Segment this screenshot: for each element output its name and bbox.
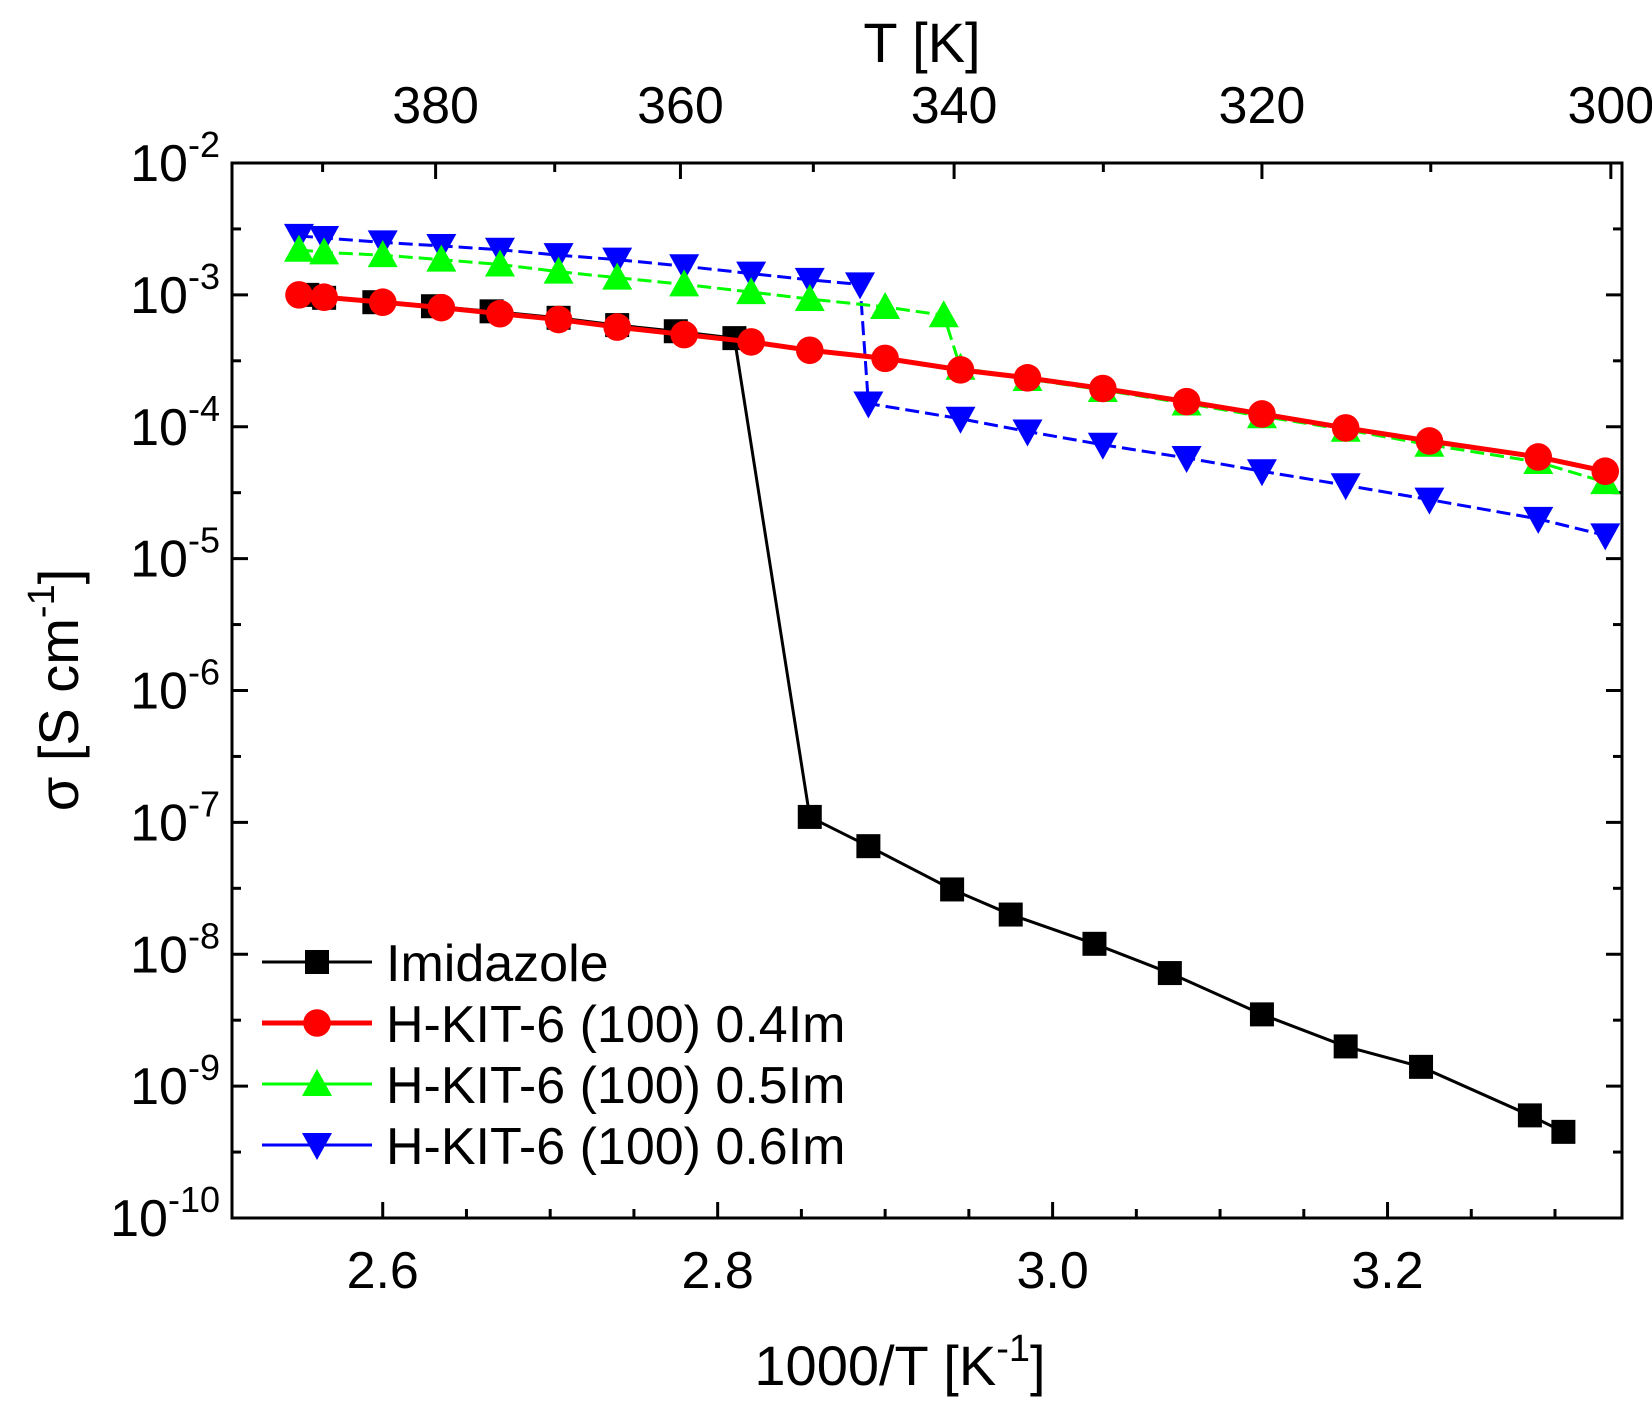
data-point — [1333, 1034, 1358, 1059]
data-point — [670, 320, 698, 349]
data-point — [870, 291, 901, 319]
data-point — [486, 299, 514, 328]
data-point — [367, 240, 398, 268]
legend-label: Imidazole — [386, 935, 609, 993]
data-point — [736, 261, 767, 289]
data-point — [853, 391, 884, 419]
data-point — [1171, 445, 1202, 473]
legend-label: H-KIT-6 (100) 0.6Im — [386, 1118, 845, 1176]
y-tick-label: 10-7 — [130, 783, 220, 852]
data-point — [856, 834, 881, 859]
x-tick-label: 2.6 — [347, 1242, 419, 1300]
data-point — [940, 877, 965, 902]
data-point — [426, 244, 457, 272]
top-tick-label: 300 — [1567, 77, 1652, 135]
x-tick-label: 3.0 — [1016, 1242, 1088, 1300]
legend-label: H-KIT-6 (100) 0.5Im — [386, 1057, 845, 1115]
data-point — [1591, 457, 1620, 486]
data-point — [1331, 414, 1360, 442]
data-point — [309, 237, 340, 265]
top-tick-label: 380 — [392, 77, 479, 135]
y-axis-title: σ [S cm-1] — [21, 569, 90, 812]
data-point — [427, 293, 456, 322]
data-point — [795, 336, 824, 365]
data-point — [871, 344, 899, 373]
legend-item: H-KIT-6 (100) 0.5Im — [262, 1057, 845, 1115]
y-tick-label: 10-8 — [130, 915, 220, 984]
data-point — [1082, 931, 1107, 956]
x-axis-title: 1000/T [K-1] — [754, 1328, 1045, 1397]
data-point — [1012, 419, 1043, 447]
series-1 — [285, 281, 1620, 486]
data-point — [368, 288, 397, 316]
data-point — [928, 300, 959, 328]
data-point — [737, 328, 765, 356]
data-point — [603, 313, 631, 341]
legend-marker — [305, 950, 329, 974]
y-tick-label: 10-10 — [110, 1179, 220, 1248]
data-point — [794, 284, 825, 312]
data-point — [484, 249, 515, 277]
data-point — [998, 902, 1023, 927]
data-point — [845, 272, 876, 300]
data-point — [1414, 487, 1445, 515]
data-point — [285, 281, 313, 309]
tick-layer: 2.6 2.8 3.0 3.2 380 360 340 320 300 10-2 10-3 10-4 1… — [110, 77, 1652, 1300]
data-point — [1517, 1103, 1542, 1128]
data-point — [283, 234, 314, 262]
data-point — [310, 283, 338, 312]
plot-frame — [230, 161, 1624, 1220]
data-point — [1246, 459, 1277, 487]
x-tick-label: 2.8 — [682, 1242, 754, 1300]
data-point — [797, 804, 822, 829]
legend-marker — [303, 1009, 331, 1037]
top-tick-label: 360 — [637, 77, 724, 135]
data-point — [1248, 400, 1276, 428]
top-axis-title: T [K] — [863, 11, 980, 74]
top-tick-label: 320 — [1219, 77, 1306, 135]
data-point — [1551, 1119, 1576, 1144]
legend-item: Imidazole — [262, 935, 609, 993]
data-point — [1172, 387, 1201, 416]
legend-item: H-KIT-6 (100) 0.6Im — [262, 1118, 845, 1176]
data-point — [669, 269, 700, 297]
y-tick-label: 10-2 — [130, 124, 220, 193]
data-point — [1013, 364, 1042, 392]
data-point — [543, 256, 574, 284]
data-point — [544, 305, 573, 334]
y-tick-label: 10-3 — [130, 256, 220, 325]
series-layer — [283, 223, 1621, 1144]
data-point — [1330, 473, 1361, 501]
legend-item: H-KIT-6 (100) 0.4Im — [262, 996, 845, 1054]
data-point — [1249, 1002, 1274, 1027]
legend-marker — [302, 1069, 332, 1096]
x-tick-label: 3.2 — [1351, 1242, 1423, 1300]
y-tick-label: 10-9 — [130, 1047, 220, 1116]
data-point — [602, 247, 633, 275]
data-point — [1524, 443, 1553, 471]
series-3 — [283, 223, 1621, 551]
data-point — [736, 277, 767, 305]
data-point — [946, 356, 975, 384]
data-point — [1590, 523, 1621, 551]
series-line — [298, 234, 1606, 537]
data-point — [669, 254, 700, 282]
y-tick-label: 10-5 — [130, 520, 220, 589]
legend-marker — [302, 1133, 332, 1160]
data-point — [794, 267, 825, 295]
data-point — [1157, 961, 1182, 986]
data-point — [1409, 1054, 1434, 1079]
data-point — [1087, 432, 1118, 460]
data-point — [1415, 427, 1444, 455]
data-point — [1523, 506, 1554, 534]
data-point — [1089, 374, 1117, 403]
top-tick-label: 340 — [911, 77, 998, 135]
data-point — [602, 262, 633, 290]
y-tick-label: 10-6 — [130, 652, 220, 721]
y-tick-label: 10-4 — [130, 388, 220, 457]
data-point — [945, 406, 976, 434]
legend-label: H-KIT-6 (100) 0.4Im — [386, 996, 845, 1054]
